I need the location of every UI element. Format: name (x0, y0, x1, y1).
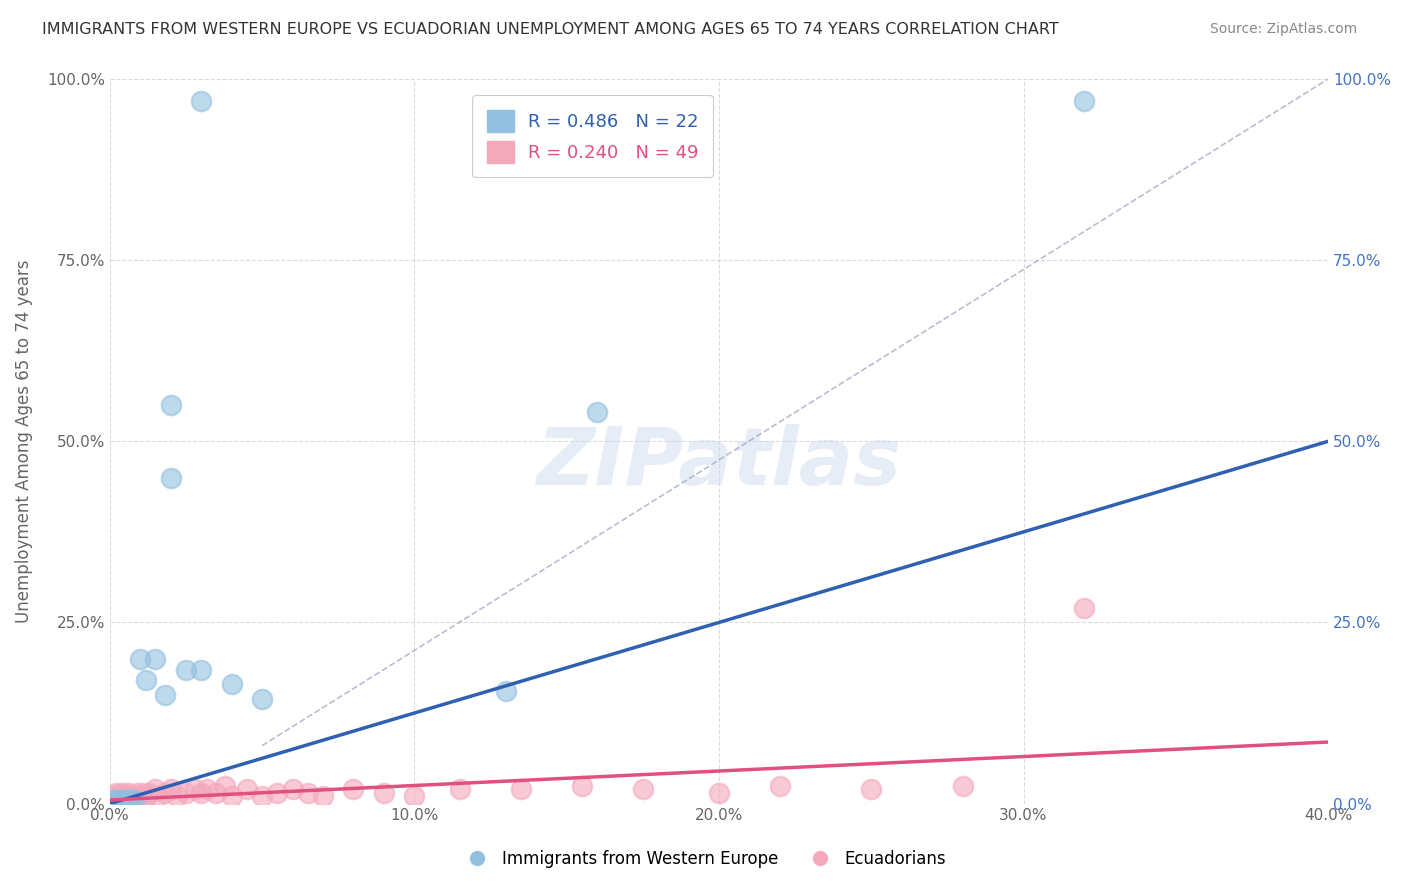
Point (214, 779, 236, 793)
Point (510, 782, 533, 797)
Point (1073, 94, 1095, 108)
Point (266, 786, 288, 800)
Point (195, 782, 218, 797)
Point (205, 786, 228, 800)
Point (631, 782, 654, 797)
Point (159, 398, 181, 412)
Point (159, 782, 181, 797)
Point (117, 786, 139, 800)
Point (114, 793, 136, 807)
Point (190, 786, 212, 800)
Point (129, 789, 152, 804)
Point (952, 779, 974, 793)
Point (297, 786, 319, 800)
Point (449, 782, 471, 797)
Point (184, 782, 207, 797)
Point (1073, 601, 1095, 615)
Point (135, 673, 157, 688)
Point (101, 789, 124, 804)
Text: ZIPatlas: ZIPatlas (537, 424, 901, 502)
Point (145, 651, 167, 665)
Point (281, 782, 304, 797)
Point (135, 789, 157, 804)
Point (129, 651, 152, 665)
Legend: Immigrants from Western Europe, Ecuadorians: Immigrants from Western Europe, Ecuadori… (453, 844, 953, 875)
Point (174, 663, 197, 677)
Point (148, 789, 170, 804)
Point (101, 793, 124, 807)
Point (111, 786, 134, 800)
Point (111, 793, 134, 807)
Point (104, 793, 127, 807)
Point (571, 779, 593, 793)
Point (101, 793, 124, 807)
Text: Source: ZipAtlas.com: Source: ZipAtlas.com (1209, 22, 1357, 37)
Point (190, 94, 212, 108)
Point (373, 786, 395, 800)
Point (174, 786, 197, 800)
Point (120, 793, 142, 807)
Point (190, 663, 212, 677)
Y-axis label: Unemployment Among Ages 65 to 74 years: Unemployment Among Ages 65 to 74 years (15, 260, 32, 623)
Point (132, 786, 155, 800)
Point (104, 786, 127, 800)
Point (111, 793, 134, 807)
Point (707, 786, 730, 800)
Point (153, 786, 176, 800)
Point (153, 688, 176, 702)
Point (104, 793, 127, 807)
Point (404, 789, 426, 804)
Point (166, 789, 188, 804)
Point (586, 405, 609, 419)
Point (120, 789, 142, 804)
Point (108, 793, 131, 807)
Text: IMMIGRANTS FROM WESTERN EUROPE VS ECUADORIAN UNEMPLOYMENT AMONG AGES 65 TO 74 YE: IMMIGRANTS FROM WESTERN EUROPE VS ECUADO… (42, 22, 1059, 37)
Point (108, 789, 131, 804)
Point (250, 789, 273, 804)
Point (342, 782, 364, 797)
Point (145, 782, 167, 797)
Point (250, 691, 273, 706)
Point (117, 793, 139, 807)
Point (122, 789, 145, 804)
Point (221, 789, 243, 804)
Point (122, 793, 145, 807)
Point (127, 786, 149, 800)
Legend: R = 0.486   N = 22, R = 0.240   N = 49: R = 0.486 N = 22, R = 0.240 N = 49 (472, 95, 713, 178)
Point (495, 684, 517, 698)
Point (221, 677, 243, 691)
Point (236, 782, 259, 797)
Point (138, 786, 160, 800)
Point (769, 779, 792, 793)
Point (159, 470, 181, 484)
Point (117, 793, 139, 807)
Point (114, 793, 136, 807)
Point (108, 793, 131, 807)
Point (114, 789, 136, 804)
Point (312, 789, 335, 804)
Point (860, 782, 883, 797)
